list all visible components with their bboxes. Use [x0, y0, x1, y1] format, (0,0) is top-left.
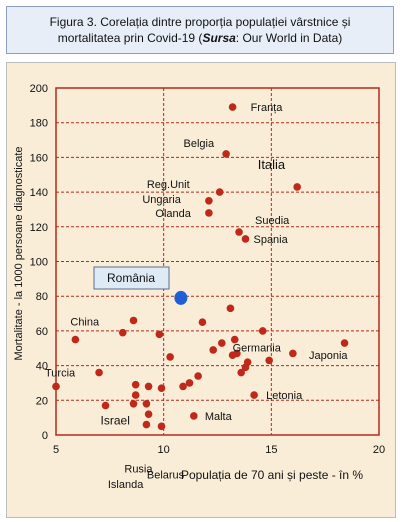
point-label: Israel: [101, 414, 130, 428]
point-label: Franța: [251, 102, 284, 114]
data-point: [129, 399, 138, 408]
highlight-label: România: [107, 271, 155, 285]
caption-line-2-suffix: : Our World in Data): [235, 31, 343, 45]
data-point: [179, 382, 187, 391]
data-point: [241, 363, 250, 372]
data-point: [222, 150, 230, 158]
data-point: [131, 380, 140, 389]
data-point: [155, 330, 164, 339]
y-tick-label: 20: [36, 395, 48, 407]
point-label: China: [70, 317, 100, 329]
data-point: [157, 422, 166, 431]
data-point: [71, 335, 80, 344]
point-label: Malta: [205, 411, 233, 423]
x-axis-title: Populația de 70 ani și peste - în %: [181, 468, 363, 482]
data-point: [289, 349, 297, 358]
data-point: [237, 368, 245, 377]
y-tick-label: 40: [36, 361, 48, 373]
point-label: Spania: [253, 234, 288, 246]
caption-line-2-prefix: mortalitatea prin Covid-19 (: [57, 31, 203, 45]
x-tick-label: 5: [53, 444, 59, 456]
data-point: [265, 356, 273, 365]
point-label: Belgia: [184, 138, 215, 150]
data-point: [205, 196, 213, 205]
data-point: [215, 188, 224, 196]
data-point: [258, 327, 267, 335]
point-label: Suedia: [255, 215, 290, 227]
data-point: [226, 304, 235, 313]
data-point: [131, 391, 140, 399]
point-label: Japonia: [309, 350, 348, 362]
y-axis-title: Mortalitate - la 1000 persoane diagnosti…: [13, 146, 25, 360]
x-tick-label: 20: [373, 444, 385, 456]
y-tick-label: 80: [36, 291, 48, 303]
chart-panel: 0 20 40 60 80 100 120 140 160 180 200 5 10 15 20 Popula…: [6, 62, 396, 518]
y-tick-label: 140: [30, 187, 48, 199]
data-point: [228, 103, 237, 111]
data-point: [230, 335, 239, 344]
data-point: [52, 382, 60, 391]
y-tick-label: 200: [30, 83, 48, 95]
data-point: [205, 209, 213, 217]
y-tick-label: 0: [42, 430, 48, 442]
data-point: [250, 391, 258, 399]
data-point: [218, 339, 226, 347]
point-label: Olanda: [155, 208, 191, 220]
data-point: [142, 420, 151, 429]
data-point: [157, 384, 166, 392]
data-point: [198, 318, 207, 327]
data-point: [293, 183, 301, 191]
point-label: Italia: [258, 157, 286, 172]
x-tick-label: 10: [158, 444, 170, 456]
data-point: [209, 346, 217, 354]
y-tick-label: 60: [36, 326, 48, 338]
data-point: [233, 349, 241, 358]
data-point: [241, 235, 250, 243]
highlight-point-romania: [174, 290, 188, 305]
point-label: Islanda: [108, 479, 144, 491]
y-tick-label: 120: [30, 222, 48, 234]
point-label: Belarus: [147, 469, 185, 481]
y-tick-label: 180: [30, 118, 48, 130]
data-point: [95, 368, 103, 377]
caption-source-label: Sursa: [202, 31, 236, 45]
data-point: [166, 353, 174, 361]
point-label: Rusia: [124, 464, 153, 476]
data-point: [129, 316, 138, 325]
data-point: [194, 372, 202, 380]
highlight-label-box: [93, 266, 170, 290]
caption-line-1: Figura 3. Corelația dintre proporția pop…: [49, 15, 351, 29]
point-label: Germania: [233, 342, 282, 354]
point-label: Reg.Unit: [147, 179, 190, 191]
figure-caption: Figura 3. Corelația dintre proporția pop…: [6, 6, 394, 54]
data-point: [235, 228, 243, 236]
x-tick-label: 15: [265, 444, 277, 456]
scatter-chart: 0 20 40 60 80 100 120 140 160 180 200 5 10 15 20 Popula…: [13, 83, 385, 491]
point-label: Ungaria: [142, 194, 181, 206]
data-point: [190, 412, 198, 420]
data-point: [185, 379, 194, 387]
y-tick-label: 160: [30, 152, 48, 164]
plot-frame: [55, 87, 380, 436]
y-tick-label: 100: [30, 257, 48, 269]
point-label: Turcia: [45, 367, 76, 379]
data-point: [144, 382, 153, 391]
data-point: [118, 328, 127, 337]
point-label: Letonia: [266, 390, 303, 402]
data-point: [340, 339, 349, 347]
data-point: [144, 410, 153, 418]
data-point: [101, 401, 110, 410]
data-point: [142, 399, 151, 408]
